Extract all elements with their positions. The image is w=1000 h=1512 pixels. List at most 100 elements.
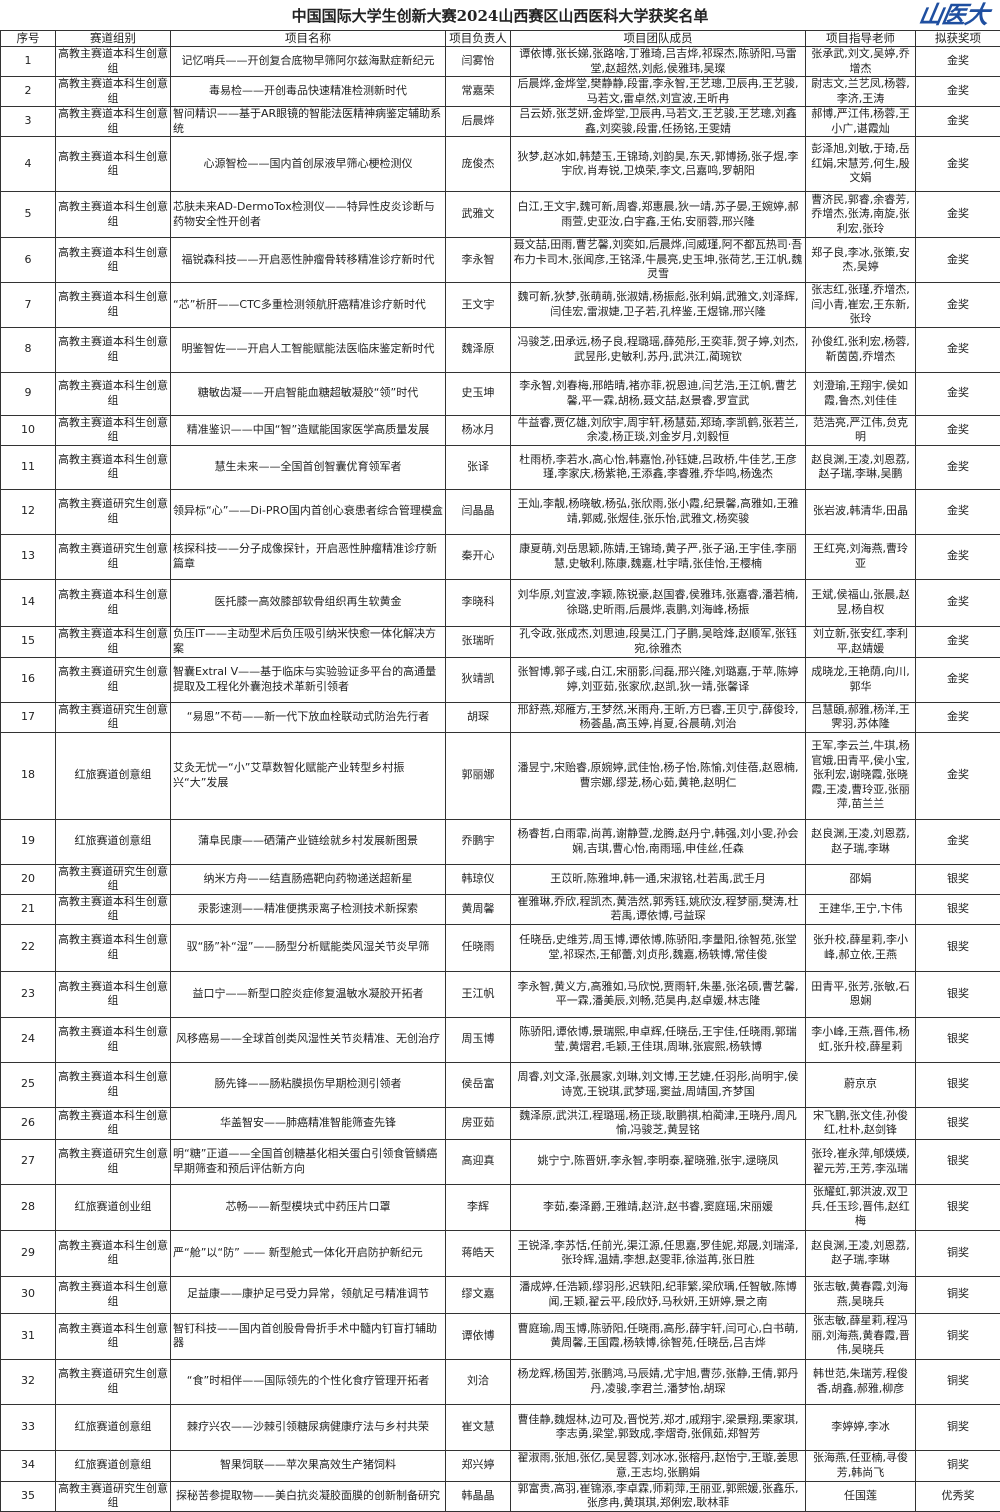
row-index: 14 [1, 579, 56, 626]
award: 铜奖 [916, 1276, 1000, 1313]
track-group: 红旅赛道创意组 [56, 732, 171, 819]
team-members: 王苡昕,陈雅坤,韩一通,宋淑铭,杜若禹,武壬月 [511, 864, 806, 894]
project-leader: 张译 [446, 445, 511, 489]
track-group: 高教主赛道本科生创意组 [56, 47, 171, 77]
project-name: 记忆哨兵——开创复合底物早筛阿尔兹海默症新纪元 [171, 47, 446, 77]
project-name: 艾灸无忧一“小”艾草数智化赋能产业转型乡村振兴“大”发展 [171, 732, 446, 819]
track-group: 高教主赛道本科生创意组 [56, 1276, 171, 1313]
project-name: 足益康——康护足弓受力异常，领航足弓精准调节 [171, 1276, 446, 1313]
row-index: 32 [1, 1359, 56, 1404]
header-award: 拟获奖项 [916, 31, 1000, 47]
title-bar: 中国国际大学生创新大赛2024山西赛区山西医科大学获奖名单 山医大 [0, 0, 1000, 30]
row-index: 2 [1, 77, 56, 107]
team-members: 杨睿哲,白雨霏,尚苒,谢静萱,龙腾,赵丹宁,韩强,刘小雯,孙会娴,吉琪,曹心怡,… [511, 819, 806, 864]
advisors: 李婷婷,李冰 [806, 1404, 916, 1450]
track-group: 高教主赛道研究生创意组 [56, 1359, 171, 1404]
project-name: 纳米方舟——结直肠癌靶向药物递送超新星 [171, 864, 446, 894]
project-name: 负压IT——主动型术后负压吸引纳米快愈一体化解决方案 [171, 626, 446, 657]
project-leader: 王文宇 [446, 283, 511, 328]
award: 银奖 [916, 1017, 1000, 1062]
team-members: 康夏萌,刘岳思颖,陈婧,王锦琦,黄子严,张子涵,王宇佳,李丽慧,史敏利,陈康,魏… [511, 534, 806, 579]
award: 铜奖 [916, 1230, 1000, 1276]
project-leader: 后晨烨 [446, 107, 511, 137]
track-group: 高教主赛道本科生创意组 [56, 1313, 171, 1359]
project-name: 明鉴智佐——开启人工智能赋能法医临床鉴定新时代 [171, 327, 446, 372]
award: 金奖 [916, 283, 1000, 328]
project-leader: 李永智 [446, 238, 511, 283]
project-leader: 高迎真 [446, 1139, 511, 1184]
advisors: 张耀虹,郭洪波,双卫兵,任玉珍,晋伟,赵红梅 [806, 1184, 916, 1230]
project-name: 福锐森科技——开启恶性肿瘤骨转移精准诊疗新时代 [171, 238, 446, 283]
project-name: “食”时相伴——国际领先的个性化食疗管理开拓者 [171, 1359, 446, 1404]
team-members: 刘华原,刘宣波,李颖,陈锐豪,赵国睿,侯雅玮,张嘉睿,潘若楠,徐璐,史昕雨,后晨… [511, 579, 806, 626]
track-group: 高教主赛道本科生创意组 [56, 283, 171, 328]
track-group: 高教主赛道研究生创意组 [56, 702, 171, 732]
row-index: 19 [1, 819, 56, 864]
advisors: 王斌,侯福山,张晨,赵昱,杨自权 [806, 579, 916, 626]
row-index: 26 [1, 1107, 56, 1139]
track-group: 高教主赛道研究生创意组 [56, 534, 171, 579]
advisors: 张志敏,薛星莉,程冯丽,刘海燕,黄春霞,晋伟,吴晓兵 [806, 1313, 916, 1359]
project-name: 智果饲联——苹次果高效生产猪饲料 [171, 1450, 446, 1481]
project-name: 医托膝一高效膝部软骨组织再生软黄金 [171, 579, 446, 626]
team-members: 邢舒燕,郑雁方,王梦然,米雨舟,王昕,方巳睿,王贝宁,薛俊玲,杨荟晶,高玉婷,肖… [511, 702, 806, 732]
project-name: 风移癌易——全球首创类风湿性关节炎精准、无创治疗 [171, 1017, 446, 1062]
team-members: 王灿,李靓,杨晓敏,杨弘,张欣雨,张小霞,纪景馨,高雅如,王雅靖,郭威,张煜佳,… [511, 489, 806, 534]
project-leader: 侯岳富 [446, 1062, 511, 1107]
team-members: 聂文喆,田雨,曹艺馨,刘奕如,后晨烨,闫威瑾,阿不都瓦热司·吾布力卡司木,张闻彦… [511, 238, 806, 283]
advisors: 张志红,张瑾,乔增杰,闫小青,崔宏,王东新,张玲 [806, 283, 916, 328]
award: 银奖 [916, 924, 1000, 971]
header-members: 项目团队成员 [511, 31, 806, 47]
row-index: 23 [1, 971, 56, 1017]
project-leader: 缪文嘉 [446, 1276, 511, 1313]
track-group: 高教主赛道本科生创意组 [56, 327, 171, 372]
award: 金奖 [916, 415, 1000, 445]
project-leader: 武雅文 [446, 192, 511, 238]
award: 金奖 [916, 732, 1000, 819]
project-leader: 刘洽 [446, 1359, 511, 1404]
track-group: 高教主赛道本科生创意组 [56, 924, 171, 971]
row-index: 33 [1, 1404, 56, 1450]
project-name: “芯”析肝——CTC多重检测领航肝癌精准诊疗新时代 [171, 283, 446, 328]
row-index: 34 [1, 1450, 56, 1481]
project-leader: 常嘉荣 [446, 77, 511, 107]
track-group: 红旅赛道创意组 [56, 819, 171, 864]
project-leader: 周玉博 [446, 1017, 511, 1062]
row-index: 25 [1, 1062, 56, 1107]
team-members: 潘昱宁,宋贻睿,原婉婷,武佳怡,杨子怡,陈愉,刘佳蓓,赵恩楠,曹宗娜,缪茏,杨心… [511, 732, 806, 819]
award: 金奖 [916, 238, 1000, 283]
row-index: 4 [1, 137, 56, 192]
project-name: 慧生未来——全国首创智囊优育领军者 [171, 445, 446, 489]
advisors: 蔚京京 [806, 1062, 916, 1107]
team-members: 吕云娇,张芝妍,金烨堂,卫辰冉,马若文,王艺骏,王艺璁,刘鑫鑫,刘奕骏,段雷,任… [511, 107, 806, 137]
track-group: 红旅赛道创意组 [56, 1450, 171, 1481]
advisors: 韩世范,朱瑞芳,程俊香,胡鑫,郝雅,柳彦 [806, 1359, 916, 1404]
track-group: 高教主赛道本科生创意组 [56, 372, 171, 415]
advisors: 张岩波,韩清华,田晶 [806, 489, 916, 534]
team-members: 张智博,郭子彧,白江,宋丽影,闫磊,邢兴隆,刘璐嘉,于苹,陈婷婷,刘亚茹,张家欣… [511, 657, 806, 702]
team-members: 周睿,刘文泽,张晨家,刘琳,刘文博,王艺婕,任羽彤,尚明宇,侯诗宽,王锐琪,武梦… [511, 1062, 806, 1107]
award: 金奖 [916, 192, 1000, 238]
project-leader: 闫雾怡 [446, 47, 511, 77]
advisors: 赵良渊,王凌,刘恩荔,赵子瑞,李琳,吴鹏 [806, 445, 916, 489]
track-group: 高教主赛道本科生创意组 [56, 238, 171, 283]
project-name: 棘疗兴农——沙棘引领糖尿病健康疗法与乡村共荣 [171, 1404, 446, 1450]
track-group: 高教主赛道研究生创意组 [56, 864, 171, 894]
project-leader: 韩晶晶 [446, 1481, 511, 1511]
project-leader: 庞俊杰 [446, 137, 511, 192]
